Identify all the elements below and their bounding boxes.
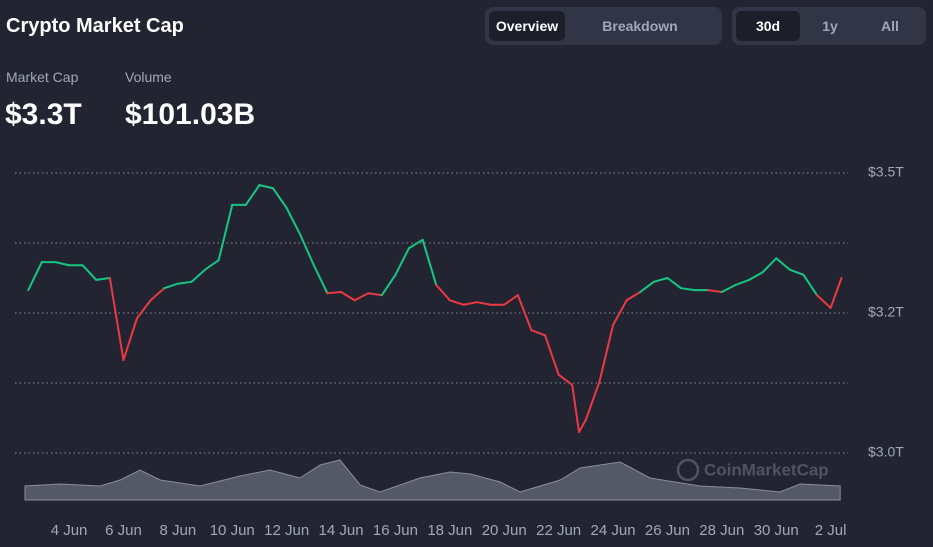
price-segment <box>176 280 193 285</box>
y-tick-label: $3.0T <box>868 444 904 460</box>
x-tick-label: 26 Jun <box>645 522 690 539</box>
stat-value: $3.3T <box>5 98 82 131</box>
price-segment <box>95 277 111 281</box>
price-segment <box>122 317 139 362</box>
price-segment <box>503 294 519 306</box>
watermark-logo <box>676 458 700 482</box>
price-segment <box>720 284 737 293</box>
watermark-text: CoinMarketCap <box>704 460 829 479</box>
price-segment <box>81 264 98 281</box>
x-tick-label: 2 Jul <box>815 522 847 539</box>
price-segment <box>394 247 411 276</box>
view-tabs: Overview Breakdown <box>485 7 722 45</box>
range-tabs: 30d 1y All <box>732 7 926 45</box>
y-tick-label: $3.5T <box>868 164 904 180</box>
tab[interactable]: 1y <box>822 18 838 34</box>
price-segment <box>598 324 615 383</box>
stat-label: Market Cap <box>6 69 79 85</box>
price-segment <box>530 329 547 337</box>
x-tick-label: 24 Jun <box>591 522 636 539</box>
price-segment <box>816 294 832 309</box>
price-segment <box>27 261 43 292</box>
price-segment <box>748 271 764 281</box>
price-segment <box>163 282 179 290</box>
price-segment <box>408 238 424 250</box>
price-segment <box>734 278 751 286</box>
price-segment <box>802 273 819 297</box>
price-segment <box>285 207 302 236</box>
price-segment <box>557 373 574 386</box>
price-segment <box>299 233 315 267</box>
price-segment <box>775 257 791 271</box>
price-segment <box>707 289 723 293</box>
page-title: Crypto Market Cap <box>6 15 184 37</box>
price-segment <box>462 301 479 306</box>
x-tick-label: 8 Jun <box>160 522 197 539</box>
price-segment <box>272 187 288 209</box>
price-segment <box>612 299 628 327</box>
price-segment <box>326 291 343 295</box>
price-segment <box>516 294 533 332</box>
price-segment <box>136 299 152 320</box>
x-tick-label: 16 Jun <box>373 522 418 539</box>
price-segment <box>761 257 778 274</box>
price-segment <box>149 287 166 302</box>
price-segment <box>217 203 234 262</box>
price-segment <box>435 284 451 302</box>
price-segment <box>476 301 492 306</box>
price-segment <box>666 277 683 290</box>
price-segment <box>108 277 125 362</box>
price-segment <box>448 299 465 306</box>
price-segment <box>571 383 581 433</box>
price-segment <box>578 418 587 433</box>
tab[interactable]: 30d <box>736 11 800 41</box>
price-segment <box>353 292 370 302</box>
stat-value: $101.03B <box>125 98 256 131</box>
price-segment <box>829 277 843 309</box>
volume-area <box>24 459 841 501</box>
y-tick-label: $3.2T <box>868 304 904 320</box>
price-segment <box>625 291 642 302</box>
tab[interactable]: Breakdown <box>602 18 678 34</box>
price-segment <box>639 280 655 293</box>
x-tick-label: 18 Jun <box>427 522 472 539</box>
tab[interactable]: All <box>881 18 899 34</box>
x-tick-label: 4 Jun <box>51 522 88 539</box>
stat-label: Volume <box>125 69 172 85</box>
x-tick-label: 30 Jun <box>754 522 799 539</box>
x-tick-label: 12 Jun <box>264 522 309 539</box>
price-segment <box>680 287 696 292</box>
x-tick-label: 14 Jun <box>319 522 364 539</box>
price-segment <box>788 268 805 276</box>
x-tick-label: 10 Jun <box>210 522 255 539</box>
price-segment <box>652 277 669 283</box>
price-segment <box>584 380 601 421</box>
price-segment <box>367 292 383 297</box>
watermark: CoinMarketCap <box>676 458 829 482</box>
price-segment <box>190 268 207 283</box>
price-segment <box>204 259 220 271</box>
price-segment <box>421 238 438 286</box>
price-segment <box>380 273 397 297</box>
x-tick-label: 28 Jun <box>699 522 744 539</box>
tab[interactable]: Overview <box>489 11 565 41</box>
price-segment <box>340 291 356 302</box>
price-segment <box>312 264 329 295</box>
x-tick-label: 22 Jun <box>536 522 581 539</box>
price-segment <box>258 184 275 190</box>
price-segment <box>244 184 261 206</box>
x-tick-label: 20 Jun <box>482 522 527 539</box>
price-segment <box>54 261 71 267</box>
price-segment <box>544 334 560 376</box>
x-tick-label: 6 Jun <box>105 522 142 539</box>
